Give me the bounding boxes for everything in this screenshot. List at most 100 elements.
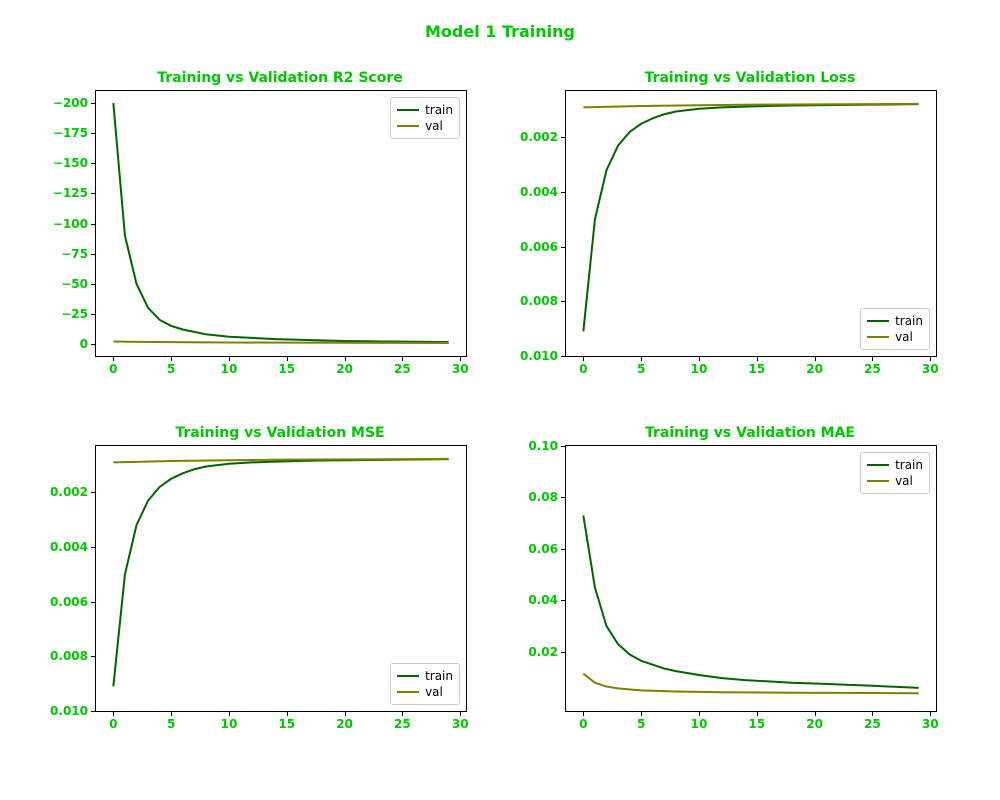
mse-xtick-label: 25 bbox=[394, 717, 411, 731]
loss-ytick-label: 0.002 bbox=[498, 130, 558, 144]
mse-legend-row-train: train bbox=[397, 668, 453, 684]
loss-legend-swatch-val bbox=[867, 336, 889, 338]
mae-xtick-label: 15 bbox=[748, 717, 765, 731]
mse-plot-area: 0510152025300.0020.0040.0060.0080.010tra… bbox=[95, 445, 467, 712]
mse-ytick-label: 0.004 bbox=[28, 540, 88, 554]
mae-xtick-mark bbox=[757, 711, 758, 716]
mse-xtick-mark bbox=[229, 711, 230, 716]
r2-plot-area: 051015202530−200−175−150−125−100−75−50−2… bbox=[95, 90, 467, 357]
mse-ytick-label: 0.006 bbox=[28, 595, 88, 609]
loss-ytick-label: 0.006 bbox=[498, 240, 558, 254]
mse-legend-swatch-train bbox=[397, 675, 419, 677]
mse-xtick-mark bbox=[345, 711, 346, 716]
mae-legend-swatch-train bbox=[867, 464, 889, 466]
loss-plot-area: 0510152025300.0020.0040.0060.0080.010tra… bbox=[565, 90, 937, 357]
loss-legend-label-train: train bbox=[895, 314, 923, 328]
mse-xtick-mark bbox=[171, 711, 172, 716]
loss-xtick-label: 0 bbox=[579, 362, 587, 376]
loss-legend-label-val: val bbox=[895, 330, 913, 344]
mae-xtick-label: 30 bbox=[922, 717, 939, 731]
loss-xtick-mark bbox=[930, 356, 931, 361]
mse-xtick-label: 10 bbox=[221, 717, 238, 731]
r2-xtick-label: 25 bbox=[394, 362, 411, 376]
r2-ytick-label: −175 bbox=[28, 126, 88, 140]
mae-ytick-label: 0.08 bbox=[498, 490, 558, 504]
r2-xtick-mark bbox=[460, 356, 461, 361]
mse-legend-label-train: train bbox=[425, 669, 453, 683]
loss-xtick-mark bbox=[757, 356, 758, 361]
mae-xtick-label: 5 bbox=[637, 717, 645, 731]
mae-xtick-mark bbox=[583, 711, 584, 716]
mae-xtick-mark bbox=[641, 711, 642, 716]
r2-legend-label-val: val bbox=[425, 119, 443, 133]
r2-ytick-label: −50 bbox=[28, 277, 88, 291]
mae-plot-area: 0510152025300.020.040.060.080.10trainval bbox=[565, 445, 937, 712]
mse-legend-label-val: val bbox=[425, 685, 443, 699]
mse-line-train bbox=[113, 459, 448, 686]
loss-xtick-label: 10 bbox=[691, 362, 708, 376]
r2-xtick-label: 30 bbox=[452, 362, 469, 376]
mse-ytick-label: 0.010 bbox=[28, 704, 88, 718]
mae-ytick-label: 0.06 bbox=[498, 542, 558, 556]
mae-legend-row-val: val bbox=[867, 473, 923, 489]
r2-xtick-label: 10 bbox=[221, 362, 238, 376]
figure-suptitle: Model 1 Training bbox=[0, 22, 1000, 41]
loss-xtick-label: 20 bbox=[806, 362, 823, 376]
loss-ytick-label: 0.008 bbox=[498, 294, 558, 308]
mse-legend-row-val: val bbox=[397, 684, 453, 700]
mae-legend: train val bbox=[860, 452, 930, 494]
mse-title: Training vs Validation MSE bbox=[95, 425, 465, 441]
r2-ytick-label: −25 bbox=[28, 307, 88, 321]
mse-ytick-label: 0.008 bbox=[28, 649, 88, 663]
mae-xtick-mark bbox=[699, 711, 700, 716]
r2-ytick-label: 0 bbox=[28, 337, 88, 351]
r2-title: Training vs Validation R2 Score bbox=[95, 70, 465, 86]
mae-legend-label-train: train bbox=[895, 458, 923, 472]
mse-legend-swatch-val bbox=[397, 691, 419, 693]
mse-xtick-label: 0 bbox=[109, 717, 117, 731]
loss-title: Training vs Validation Loss bbox=[565, 70, 935, 86]
loss-legend-row-train: train bbox=[867, 313, 923, 329]
loss-xtick-mark bbox=[699, 356, 700, 361]
r2-xtick-mark bbox=[345, 356, 346, 361]
loss-xtick-mark bbox=[641, 356, 642, 361]
mae-legend-row-train: train bbox=[867, 457, 923, 473]
loss-ytick-mark bbox=[561, 356, 566, 357]
loss-xtick-mark bbox=[872, 356, 873, 361]
r2-ytick-label: −150 bbox=[28, 156, 88, 170]
r2-xtick-mark bbox=[229, 356, 230, 361]
mse-xtick-label: 30 bbox=[452, 717, 469, 731]
mae-ytick-label: 0.02 bbox=[498, 645, 558, 659]
mae-title: Training vs Validation MAE bbox=[565, 425, 935, 441]
r2-xtick-mark bbox=[113, 356, 114, 361]
mae-xtick-label: 0 bbox=[579, 717, 587, 731]
r2-ytick-label: −100 bbox=[28, 217, 88, 231]
mse-ytick-mark bbox=[91, 711, 96, 712]
r2-legend-row-val: val bbox=[397, 118, 453, 134]
r2-legend: train val bbox=[390, 97, 460, 139]
loss-xtick-label: 5 bbox=[637, 362, 645, 376]
mae-xtick-label: 25 bbox=[864, 717, 881, 731]
mse-xtick-label: 5 bbox=[167, 717, 175, 731]
mae-line-val bbox=[583, 674, 918, 694]
mae-legend-label-val: val bbox=[895, 474, 913, 488]
mse-xtick-mark bbox=[460, 711, 461, 716]
mse-xtick-mark bbox=[402, 711, 403, 716]
r2-legend-row-train: train bbox=[397, 102, 453, 118]
mse-xtick-mark bbox=[287, 711, 288, 716]
mae-ytick-label: 0.04 bbox=[498, 593, 558, 607]
loss-xtick-label: 15 bbox=[748, 362, 765, 376]
r2-legend-swatch-val bbox=[397, 125, 419, 127]
mse-legend: train val bbox=[390, 663, 460, 705]
loss-ytick-label: 0.010 bbox=[498, 349, 558, 363]
loss-legend: train val bbox=[860, 308, 930, 350]
r2-xtick-mark bbox=[171, 356, 172, 361]
loss-xtick-label: 30 bbox=[922, 362, 939, 376]
loss-xtick-mark bbox=[583, 356, 584, 361]
r2-legend-label-train: train bbox=[425, 103, 453, 117]
r2-legend-swatch-train bbox=[397, 109, 419, 111]
loss-legend-row-val: val bbox=[867, 329, 923, 345]
mae-legend-swatch-val bbox=[867, 480, 889, 482]
loss-legend-swatch-train bbox=[867, 320, 889, 322]
r2-ytick-label: −75 bbox=[28, 247, 88, 261]
